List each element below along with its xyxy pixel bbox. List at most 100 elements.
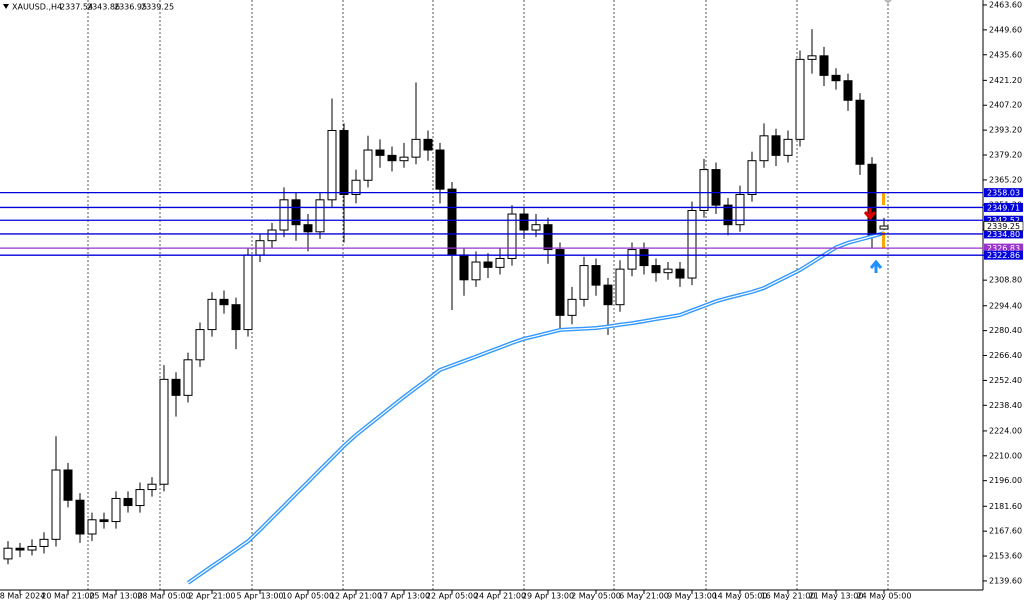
signal-bar [882, 192, 885, 205]
candle-body [459, 254, 469, 281]
candle-body [363, 149, 373, 181]
candle-body [75, 499, 85, 535]
candle-body [219, 298, 229, 306]
x-tick-label: 16 May 21:00 [761, 592, 816, 601]
candle-body [603, 284, 613, 306]
y-tick-label: 2266.40 [989, 351, 1022, 360]
candle-body [579, 265, 589, 300]
y-tick-label: 2449.60 [989, 25, 1022, 34]
moving-average-core [187, 232, 885, 584]
candle-body [771, 135, 781, 156]
level-tag [984, 243, 1023, 253]
candle-body [699, 169, 709, 211]
candle-body [135, 489, 145, 507]
candle-body [855, 99, 865, 165]
candle-body [159, 378, 169, 485]
candle-body [867, 163, 877, 236]
candle-body [819, 55, 829, 76]
y-tick-label: 2139.60 [989, 576, 1022, 585]
level-label: 2349.71 [987, 203, 1020, 212]
candle-body [3, 547, 13, 560]
candle-body [591, 265, 601, 286]
x-tick-label: 2 May 05:00 [571, 592, 621, 601]
y-tick-label: 2393.20 [989, 126, 1022, 135]
candle-body [39, 538, 49, 547]
x-tick-label: 17 Apr 13:00 [378, 592, 430, 601]
candle-body [423, 138, 433, 151]
candle-body [195, 329, 205, 361]
y-tick-label: 2153.60 [989, 552, 1022, 561]
y-tick-label: 2280.40 [989, 326, 1022, 335]
candle-body [615, 268, 625, 306]
x-tick-label: 25 Mar 13:00 [89, 592, 142, 601]
candle-body [387, 154, 397, 162]
candle-body [171, 378, 181, 396]
level-tag [984, 250, 1023, 260]
level-label: 2326.83 [987, 244, 1020, 253]
candle-body [147, 483, 157, 491]
candle-body [27, 545, 37, 551]
x-tick-label: 12 Apr 21:00 [330, 592, 382, 601]
candle-body [747, 160, 757, 195]
y-tick-label: 2407.20 [989, 101, 1022, 110]
candle-body [519, 213, 529, 231]
candle-body [555, 249, 565, 316]
quote-close: 2339.25 [141, 3, 174, 12]
candle-body [327, 129, 337, 201]
x-tick-label: 22 Apr 05:00 [426, 592, 478, 601]
candle-body [267, 229, 277, 242]
candle-body [531, 224, 541, 231]
level-tag [984, 202, 1023, 212]
y-tick-label: 2463.60 [989, 0, 1022, 9]
candle-body [675, 268, 685, 279]
x-tick-label: 9 May 13:00 [667, 592, 717, 601]
x-tick-label: 29 Apr 13:00 [522, 592, 574, 601]
candle-body [843, 80, 853, 101]
x-tick-label: 18 Mar 2024 [0, 592, 45, 601]
menu-arrow[interactable] [3, 4, 9, 9]
x-tick-label: 21 May 13:00 [809, 592, 864, 601]
candle-body [663, 268, 673, 274]
candle-body [711, 169, 721, 206]
candle-body [651, 265, 661, 274]
candle-body [495, 257, 505, 268]
candle-body [783, 138, 793, 156]
y-tick-label: 2181.60 [989, 502, 1022, 511]
sell-arrow [863, 208, 877, 221]
candle-body [807, 55, 817, 60]
x-tick-label: 24 May 05:00 [857, 592, 912, 601]
candle-body [795, 58, 805, 140]
x-tick-label: 24 Apr 21:00 [474, 592, 526, 601]
signals [863, 192, 885, 273]
x-tick-label: 20 Mar 21:00 [41, 592, 94, 601]
level-label: 2322.86 [987, 251, 1020, 260]
y-tick-label: 2210.00 [989, 451, 1022, 460]
y-tick-label: 2435.60 [989, 50, 1022, 59]
candle-body [879, 225, 889, 230]
candle-body [315, 199, 325, 233]
candle-body [243, 254, 253, 331]
candle-body [639, 249, 649, 267]
candle-body [183, 359, 193, 396]
candle-body [567, 298, 577, 316]
candle-body [279, 199, 289, 231]
quote-low: 2336.95 [114, 3, 147, 12]
candle-body [435, 149, 445, 190]
x-tick-label: 5 Apr 13:00 [236, 592, 283, 601]
candle-body [303, 224, 313, 233]
candle-body [411, 138, 421, 158]
buy-arrow [869, 259, 883, 273]
y-tick-label: 2252.40 [989, 376, 1022, 385]
candle-body [627, 249, 637, 270]
candle-body [15, 547, 25, 551]
level-label: 2334.80 [987, 230, 1020, 239]
candle-body [723, 204, 733, 226]
signal-bar [882, 232, 885, 248]
candle-body [63, 469, 73, 501]
y-tick-label: 2224.00 [989, 426, 1022, 435]
x-tick-label: 14 May 05:00 [713, 592, 768, 601]
candle-body [375, 149, 385, 156]
candle-body [471, 261, 481, 281]
candle-body [483, 261, 493, 268]
